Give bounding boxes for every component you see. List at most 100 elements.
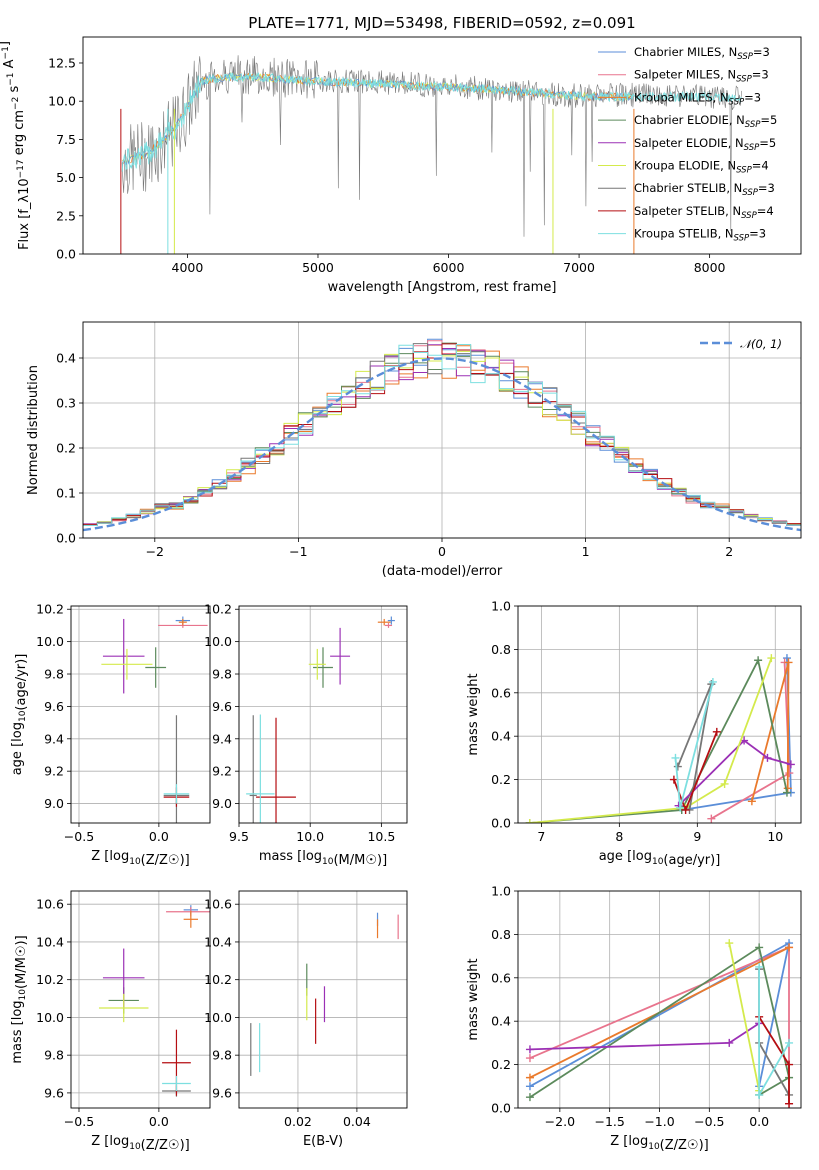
errorbar-kroupa-stelib: [163, 784, 190, 804]
axes-frame: [238, 605, 408, 824]
y-axis-label: age [log10(age/yr)]: [10, 654, 29, 776]
point-marker: [755, 962, 764, 971]
x-tick-label: −1: [289, 544, 307, 559]
x-tick-label: −1.0: [644, 1114, 674, 1129]
model-spectrum-line: [121, 71, 742, 172]
x-axis-label: Z [log10(Z/Z☉)]: [610, 1134, 708, 1153]
y-tick-label: 10.6: [204, 897, 232, 912]
x-tick-label: −0.5: [64, 1114, 94, 1129]
series-line: [529, 657, 788, 823]
point-marker: [525, 1093, 534, 1102]
series-line: [677, 739, 792, 807]
y-tick-label: 2.5: [56, 208, 76, 223]
y-tick-label: 0.3: [56, 396, 76, 411]
series-line: [529, 945, 791, 1098]
plot-area: [98, 905, 210, 1097]
point-marker: [785, 1038, 794, 1047]
x-tick-label: 0.0: [149, 829, 169, 844]
errorbar-kroupa-elodie: [101, 648, 153, 680]
y-tick-label: 10.6: [36, 897, 64, 912]
y-tick-label: 0.4: [491, 729, 511, 744]
legend-label: 𝒩(0, 1): [740, 337, 782, 351]
legend-label: Kroupa STELIB, NSSP=3: [634, 227, 766, 244]
y-tick-label: 10.0: [36, 1010, 64, 1025]
series-kroupa-stelib: [755, 962, 794, 1099]
y-tick-label: 10.2: [204, 602, 232, 617]
plot-area: [525, 654, 795, 823]
axes-frame: [517, 605, 802, 824]
x-tick-label: 0: [438, 544, 446, 559]
legend-label: Salpeter MILES, NSSP=3: [634, 68, 769, 85]
y-tick-label: 0.6: [491, 685, 511, 700]
legend-label: Kroupa MILES, NSSP=3: [634, 90, 761, 107]
y-tick-label: 1.0: [491, 599, 511, 614]
axes-frame: [82, 36, 802, 255]
x-tick-label: 8: [615, 829, 623, 844]
x-tick-label: 2: [725, 544, 733, 559]
y-tick-label: 10.0: [36, 634, 64, 649]
x-tick-label: −1.5: [594, 1114, 624, 1129]
y-tick-label: 9.0: [212, 796, 232, 811]
x-tick-label: 4000: [172, 260, 204, 275]
point-marker: [763, 753, 772, 762]
point-marker: [754, 656, 763, 665]
x-tick-label: 5000: [302, 260, 334, 275]
y-tick-label: 0.2: [56, 441, 76, 456]
x-axis-label: Z [log10(Z/Z☉)]: [91, 1134, 189, 1153]
y-tick-label: 9.0: [44, 796, 64, 811]
panel-age-vs-mass: 9.5 10.0 10.5 9.0 9.2 9.4 9.6 9.8 10.0 10.2 mass […: [204, 602, 408, 868]
y-tick-label: 10.2: [36, 602, 64, 617]
errorbar-kroupa-miles: [178, 618, 187, 626]
legend-label: Kroupa ELODIE, NSSP=4: [634, 159, 769, 176]
y-tick-label: 5.0: [56, 170, 76, 185]
y-axis-label: mass weight: [466, 958, 481, 1040]
series-line: [751, 662, 790, 802]
y-tick-label: 9.2: [212, 764, 232, 779]
legend-label: Salpeter ELODIE, NSSP=5: [634, 136, 776, 153]
errorbar-salpeter-miles: [384, 623, 393, 628]
errorbar-salpeter-elodie: [330, 627, 351, 685]
point-marker: [785, 1099, 794, 1108]
point-marker: [725, 939, 734, 948]
errorbar-kroupa-stelib: [162, 1075, 191, 1092]
y-tick-label: 10.0: [48, 94, 76, 109]
point-marker: [673, 762, 682, 771]
y-tick-label: 9.6: [44, 1085, 64, 1100]
y-axis-label: Normed distribution: [26, 365, 41, 495]
y-tick-label: 10.0: [204, 1010, 232, 1025]
series-salpeter-elodie: [674, 736, 795, 810]
errorbar-chabrier-elodie: [313, 647, 333, 688]
y-tick-label: 10.0: [204, 634, 232, 649]
x-tick-label: 8000: [694, 260, 726, 275]
panel-mass-weight-vs-Z: −2.0 −1.5 −1.0 −0.5 0.0 0.0 0.2 0.4 0.6 0.8 1.0 Z […: [466, 884, 802, 1153]
series-line: [728, 942, 760, 1091]
y-tick-label: 0.0: [491, 1101, 511, 1116]
point-marker: [767, 654, 776, 663]
plot-area: [101, 616, 208, 823]
errorbar-salpeter-stelib: [256, 717, 296, 823]
plot-area: [120, 55, 742, 254]
y-tick-label: 10.4: [36, 934, 64, 949]
series-line: [529, 1022, 760, 1051]
y-tick-label: 9.6: [44, 699, 64, 714]
y-tick-label: 9.8: [212, 1048, 232, 1063]
series-salpeter-elodie: [525, 1019, 764, 1054]
point-marker: [782, 788, 791, 797]
panel-age-vs-Z: −0.5 0.0 9.0 9.2 9.4 9.6 9.8 10.0 10.2 Z [log10(Z…: [10, 602, 211, 868]
point-marker: [786, 760, 795, 769]
y-tick-label: 0.8: [491, 927, 511, 942]
legend: Chabrier MILES, NSSP=3 Salpeter MILES, NS…: [598, 45, 777, 244]
point-marker: [525, 1045, 534, 1054]
y-tick-label: 0.4: [56, 351, 76, 366]
point-marker: [525, 819, 534, 823]
y-tick-label: 0.2: [491, 772, 511, 787]
y-tick-label: 9.4: [212, 731, 232, 746]
axes-frame: [70, 605, 211, 824]
x-tick-label: 9.5: [229, 829, 249, 844]
axes-frame: [517, 890, 802, 1109]
point-marker: [725, 1038, 734, 1047]
x-tick-label: 1: [582, 544, 590, 559]
point-marker: [681, 805, 690, 814]
errorbar-chabrier-stelib: [249, 715, 257, 823]
